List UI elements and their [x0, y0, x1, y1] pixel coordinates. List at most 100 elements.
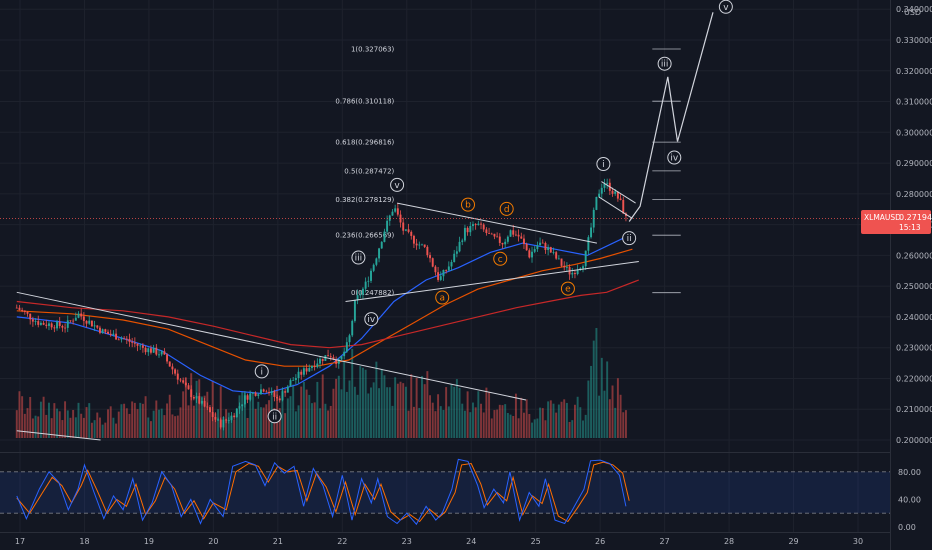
volume-bar	[504, 404, 507, 438]
volume-bar	[56, 408, 58, 438]
stochastic-k-line	[16, 458, 627, 526]
candle-body	[200, 400, 203, 404]
candle-body	[171, 366, 174, 370]
candle-body	[404, 229, 407, 231]
candle-body	[399, 214, 402, 223]
fib-level-label: 1(0.327063)	[351, 46, 395, 54]
candle-body	[533, 249, 536, 252]
volume-bar	[367, 393, 370, 438]
time-axis[interactable]: 17 18 19 20 21 22 23 24 25 26 27 28 29 30	[15, 537, 863, 546]
volume-bar	[434, 411, 437, 438]
candle-body	[241, 404, 244, 407]
volume-bar	[184, 377, 187, 438]
candle-body	[549, 247, 552, 253]
candle-body	[257, 394, 260, 396]
volume-bar	[563, 399, 566, 438]
candle-body	[233, 415, 236, 418]
volume-bar	[480, 403, 482, 438]
volume-bar	[85, 407, 88, 438]
volume-bar	[514, 393, 517, 438]
candle-body	[359, 294, 362, 296]
wave-projection	[628, 12, 714, 222]
volume-bar	[372, 382, 375, 438]
wave-label-circle	[351, 250, 366, 265]
candle-body	[174, 369, 177, 374]
volume-bar	[520, 397, 523, 438]
candle-body	[600, 187, 603, 194]
volume-bar	[21, 396, 24, 438]
volume-bar	[155, 400, 158, 438]
volume-bar	[203, 395, 206, 438]
price-axis[interactable]: 0.200000 0.210000 0.220000 0.230000 0.240000…	[896, 5, 932, 445]
wave-label-circle	[718, 0, 733, 14]
candle-body	[388, 215, 391, 221]
time-tick-label: 26	[595, 537, 605, 546]
candle-body	[45, 324, 48, 326]
volume-bar	[474, 407, 477, 438]
candle-body	[402, 222, 405, 231]
volume-bar	[394, 377, 397, 438]
volume-bar	[584, 414, 587, 438]
time-tick-label: 27	[660, 537, 670, 546]
candle-body	[552, 252, 555, 254]
volume-bar	[139, 402, 142, 438]
volume-bar	[587, 380, 590, 438]
wave-label: v	[390, 177, 405, 192]
candle-body	[120, 338, 123, 340]
volume-bar	[235, 411, 238, 438]
candle-body	[504, 241, 507, 245]
candle-body	[69, 320, 72, 322]
candle-body	[603, 183, 606, 188]
volume-bar	[50, 418, 53, 438]
wave-label-text: iv	[367, 315, 376, 325]
volume-bar	[174, 416, 177, 438]
volume-bar	[107, 409, 109, 438]
time-tick-label: 24	[466, 537, 476, 546]
wave-label-circle	[657, 56, 672, 71]
candle-body	[278, 398, 281, 401]
candle-body	[246, 395, 249, 400]
candle-body	[184, 382, 187, 386]
candle-body	[541, 242, 544, 244]
candle-body	[26, 311, 29, 314]
candle-body	[423, 244, 426, 247]
volume-bar	[39, 401, 42, 438]
volume-bar	[611, 385, 614, 438]
candle-body	[276, 396, 279, 399]
candle-body	[514, 234, 517, 236]
candle-body	[335, 359, 338, 364]
volume-bar	[249, 390, 252, 438]
volume-bar	[445, 387, 448, 438]
volume-bar	[200, 396, 203, 438]
candle-body	[99, 327, 101, 333]
candle-body	[587, 237, 590, 251]
volume-bar	[361, 367, 364, 438]
volume-bar	[302, 382, 305, 438]
volume-bar	[351, 348, 354, 438]
candle-body	[531, 251, 533, 258]
candle-body	[305, 368, 308, 372]
wave-label: a	[435, 290, 450, 305]
candle-body	[235, 408, 238, 418]
stochastic-tick-label: 80.00	[898, 468, 921, 477]
candle-body	[168, 361, 171, 367]
candle-body	[125, 338, 128, 340]
candle-body	[313, 365, 316, 368]
volume-bar	[423, 384, 426, 438]
volume-bar	[115, 423, 118, 438]
candle-body	[525, 243, 528, 251]
wave-label: v	[718, 0, 733, 14]
candle-body	[107, 331, 109, 334]
price-tick-label: 0.230000	[896, 344, 932, 353]
candle-body	[66, 320, 69, 328]
volume-bar	[426, 371, 429, 438]
candle-body	[509, 230, 512, 237]
volume-bar	[42, 396, 45, 438]
wave-label-circle	[622, 231, 637, 246]
fib-level-label: 0.618(0.296816)	[335, 139, 394, 147]
volume-bar	[18, 391, 21, 438]
time-tick-label: 25	[531, 537, 541, 546]
candle-body	[622, 199, 625, 214]
wave-label: c	[493, 251, 508, 266]
